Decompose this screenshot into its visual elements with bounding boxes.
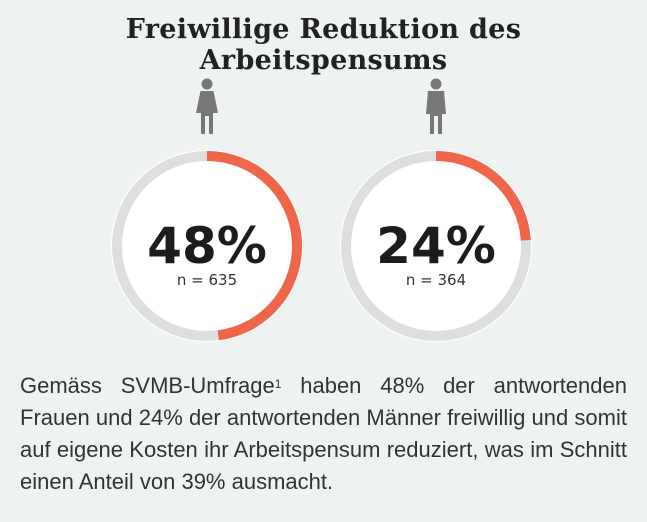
donut-männer: 24%n = 364 bbox=[340, 150, 532, 342]
donut-center bbox=[111, 150, 303, 342]
donut-value-arc bbox=[206, 151, 302, 341]
footnote-ref: 1 bbox=[274, 377, 282, 391]
female-person-icon bbox=[196, 78, 218, 134]
sample-size-label: n = 635 bbox=[177, 271, 237, 289]
percentage-label: 24% bbox=[376, 217, 496, 275]
percentage-label: 48% bbox=[147, 217, 267, 275]
description-part: haben 48% der antwortenden Frauen und 24… bbox=[20, 373, 627, 494]
donut-value-arc bbox=[435, 151, 531, 241]
sample-size-label: n = 364 bbox=[406, 271, 466, 289]
description-part: Gemäss SVMB-Umfrage bbox=[20, 373, 275, 398]
male-person-icon bbox=[426, 78, 446, 134]
donut-center bbox=[340, 150, 532, 342]
chart-title: Freiwillige Reduktion des Arbeitspensums bbox=[125, 14, 522, 76]
donut-frauen: 48%n = 635 bbox=[111, 150, 303, 342]
description-text: Gemäss SVMB-Umfrage1 haben 48% der antwo… bbox=[20, 370, 627, 498]
